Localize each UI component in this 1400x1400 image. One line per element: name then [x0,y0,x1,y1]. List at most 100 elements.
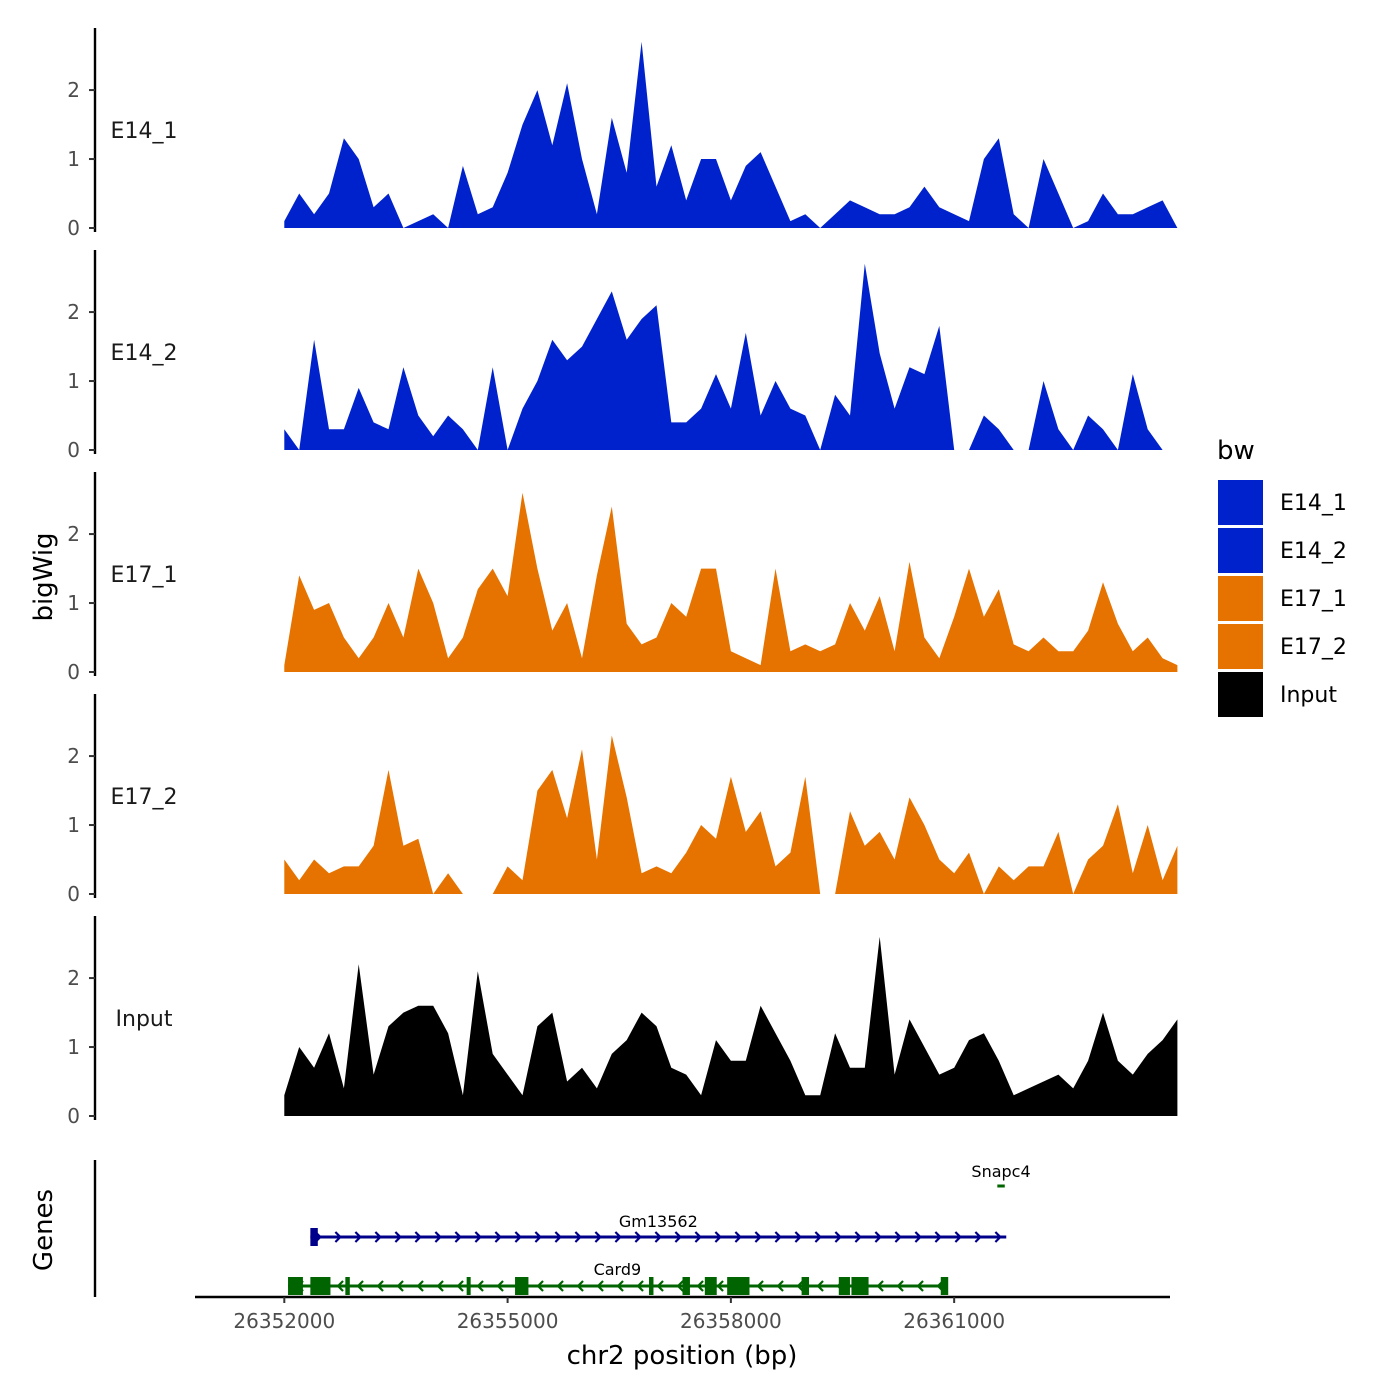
x-tick-label: 26361000 [903,1309,1005,1333]
strand-arrow [974,1231,982,1243]
strand-arrow [416,1280,424,1292]
panel-e14_2: 0 1 2 E14_2 [67,250,1178,462]
strand-arrow [896,1280,904,1292]
strand-arrow [634,1231,642,1243]
exon [801,1277,810,1295]
strand-arrow [376,1280,384,1292]
strand-arrow [456,1280,464,1292]
exon [466,1277,471,1295]
legend-swatch [1218,480,1263,525]
strand-arrow [794,1231,802,1243]
strand-arrow [434,1231,442,1243]
y-tick-label: 1 [67,1035,80,1059]
panel-e17_2: 0 1 2 E17_2 [67,694,1178,906]
strand-arrow [614,1231,622,1243]
strand-arrow [676,1280,684,1292]
legend-item-e14_2: E14_2 [1218,528,1347,573]
strand-arrow [336,1280,344,1292]
strand-arrow [776,1280,784,1292]
panel-e14_1: 0 1 2 E14_1 [67,28,1178,240]
exon [682,1277,690,1295]
strand-arrow [814,1231,822,1243]
exon [310,1228,318,1246]
y-tick-label: 2 [67,522,80,546]
strand-arrow [916,1280,924,1292]
gene-gm13562: Gm13562 [310,1212,1007,1246]
strand-arrow [674,1231,682,1243]
exon [515,1277,529,1295]
strand-arrow [534,1231,542,1243]
y-tick-label: 2 [67,78,80,102]
series-area-e17_2 [284,735,1178,894]
strand-arrow [436,1280,444,1292]
strand-arrow [714,1231,722,1243]
strand-arrow [594,1231,602,1243]
exon [649,1277,654,1295]
strand-arrow [694,1231,702,1243]
strand-arrow [656,1280,664,1292]
strand-arrow [574,1231,582,1243]
x-tick-label: 26355000 [457,1309,559,1333]
legend-item-e17_2: E17_2 [1218,624,1347,669]
strand-arrow [876,1280,884,1292]
gene-panel: Snapc4 Gm13562 Card9 [93,1160,1031,1297]
y-tick-label: 1 [67,591,80,615]
x-tick-label: 26352000 [233,1309,335,1333]
x-axis: 26352000 26355000 26358000 26361000 [195,1295,1170,1333]
legend-swatch [1218,672,1263,717]
strand-arrow [834,1231,842,1243]
legend-label: E14_2 [1280,539,1347,564]
strand-arrow [554,1231,562,1243]
x-tick-label: 26358000 [680,1309,782,1333]
strand-arrow [576,1280,584,1292]
strand-arrow [696,1280,704,1292]
track-label: E17_2 [111,785,178,810]
series-area-e17_1 [284,492,1178,672]
track-panels: 0 1 2 E14_1 0 1 2 E14_2 0 1 2 E17_1 0 1 2 E17_2 0 1 2 Input [67,28,1178,1128]
legend-swatch [1218,576,1263,621]
series-area-e14_2 [284,263,1178,450]
exon [310,1277,331,1295]
track-label: E14_2 [111,341,178,366]
strand-arrow [596,1280,604,1292]
gene-card9: Card9 [288,1260,949,1295]
y-tick-label: 2 [67,744,80,768]
exon [288,1277,303,1295]
y-tick-label: 1 [67,813,80,837]
y-tick-label: 2 [67,300,80,324]
gene-label: Gm13562 [619,1212,698,1231]
exon [727,1277,750,1295]
strand-arrow [476,1280,484,1292]
y-tick-label: 0 [67,438,80,462]
legend-title: bw [1217,436,1255,466]
strand-arrow [454,1231,462,1243]
exon [704,1277,717,1295]
y-tick-label: 0 [67,882,80,906]
y-axis-title: bigWig [29,532,59,621]
y-tick-label: 1 [67,369,80,393]
strand-arrow [394,1231,402,1243]
legend-swatch [1218,624,1263,669]
y-tick-label: 0 [67,660,80,684]
y-tick-label: 2 [67,966,80,990]
series-area-e14_1 [284,41,1178,228]
strand-arrow [496,1280,504,1292]
exon [940,1277,949,1295]
strand-arrow [616,1280,624,1292]
strand-arrow [334,1231,342,1243]
legend-item-e17_1: E17_1 [1218,576,1347,621]
legend-swatch [1218,528,1263,573]
strand-arrow [796,1280,804,1292]
strand-arrow [414,1231,422,1243]
strand-arrow [654,1231,662,1243]
legend-label: Input [1280,683,1337,708]
legend: bw E14_1 E14_2 E17_1 E17_2 Input [1217,436,1347,717]
genes-axis-title: Genes [29,1189,59,1271]
gene-snapc4: Snapc4 [971,1162,1031,1188]
track-label: E17_1 [111,563,178,588]
exon [345,1277,350,1295]
strand-arrow [734,1231,742,1243]
strand-arrow [396,1280,404,1292]
legend-item-e14_1: E14_1 [1218,480,1347,525]
legend-item-input: Input [1218,672,1337,717]
